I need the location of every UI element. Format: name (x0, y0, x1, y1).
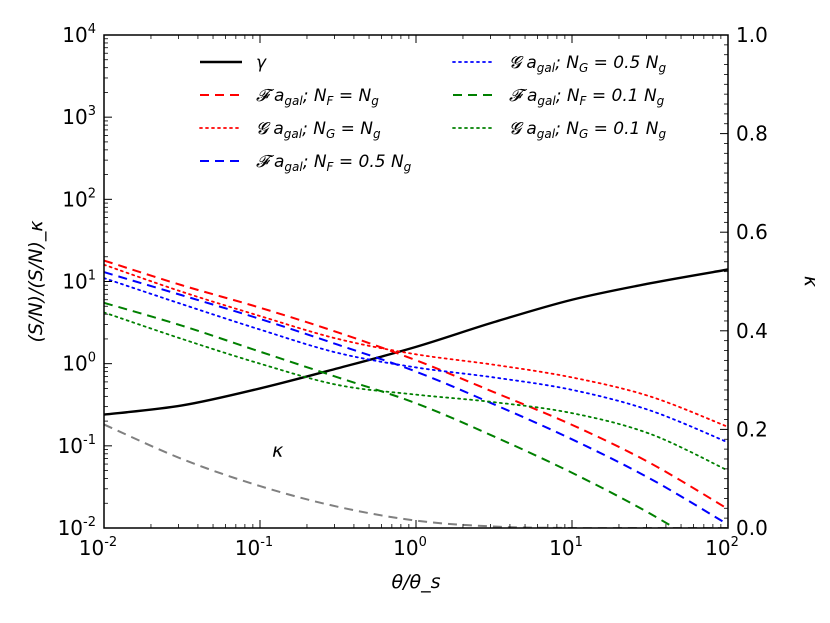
curves-layer (104, 259, 728, 528)
series-line-3 (104, 271, 728, 526)
legend-label-0-0: γ (256, 53, 267, 73)
series-line-6 (104, 311, 728, 472)
y-right-tick-label-3: 0.6 (736, 220, 768, 244)
legend-label-0-2: 𝓖 agal; NG = Ng (256, 119, 381, 141)
x-tick-label-1: 10-1 (235, 535, 273, 560)
labels-layer: 10-2 10-1 100 101 102 10-2 10-1 100 101 102 103 104… (25, 22, 822, 593)
y-left-tick-label-0: 10-2 (58, 515, 96, 540)
plot-frame (103, 34, 729, 529)
x-axis-label: θ/θ_s (391, 571, 440, 593)
x-tick-label-0: 10-2 (79, 535, 117, 560)
x-tick-label-4: 102 (705, 535, 739, 560)
series-line-0 (104, 268, 728, 416)
y-right-tick-label-2: 0.4 (736, 319, 768, 343)
y-right-tick-label-4: 0.8 (736, 122, 768, 146)
y-left-tick-label-4: 102 (62, 186, 96, 211)
y-left-tick-label-1: 10-1 (58, 433, 96, 458)
legend-label-1-2: 𝓖 agal; NG = 0.1 Ng (509, 119, 666, 141)
legend-label-0-3: 𝓕 agal; NF = 0.5 Ng (256, 152, 412, 174)
series-line-5 (104, 301, 677, 528)
legend: γ 𝓕 agal; NF = Ng 𝓖 agal; NG = Ng 𝓕 agal; N… (199, 53, 666, 174)
ticks-layer (103, 34, 729, 529)
series-line-4 (104, 277, 728, 444)
y-right-axis-label: κ (800, 276, 822, 288)
plot-border (103, 34, 729, 529)
y-left-tick-label-2: 100 (62, 351, 96, 376)
legend-label-1-1: 𝓕 agal; NF = 0.1 Ng (509, 86, 665, 108)
legend-label-1-0: 𝓖 agal; NG = 0.5 Ng (509, 53, 666, 75)
series-line-7 (104, 423, 728, 528)
series-line-2 (104, 263, 728, 428)
y-left-tick-label-5: 103 (62, 104, 96, 129)
y-left-axis-label: (S/N)/(S/N)_κ (25, 220, 47, 343)
series-line-1 (104, 259, 728, 510)
x-tick-label-2: 100 (393, 535, 427, 560)
y-right-tick-label-5: 1.0 (736, 23, 768, 47)
y-right-tick-label-1: 0.2 (736, 417, 768, 441)
y-left-tick-label-3: 101 (62, 269, 96, 294)
y-right-tick-label-0: 0.0 (736, 516, 768, 540)
annotation-0: κ (272, 440, 284, 462)
legend-label-0-1: 𝓕 agal; NF = Ng (256, 86, 379, 108)
y-left-tick-label-6: 104 (62, 22, 96, 47)
x-tick-label-3: 101 (549, 535, 583, 560)
